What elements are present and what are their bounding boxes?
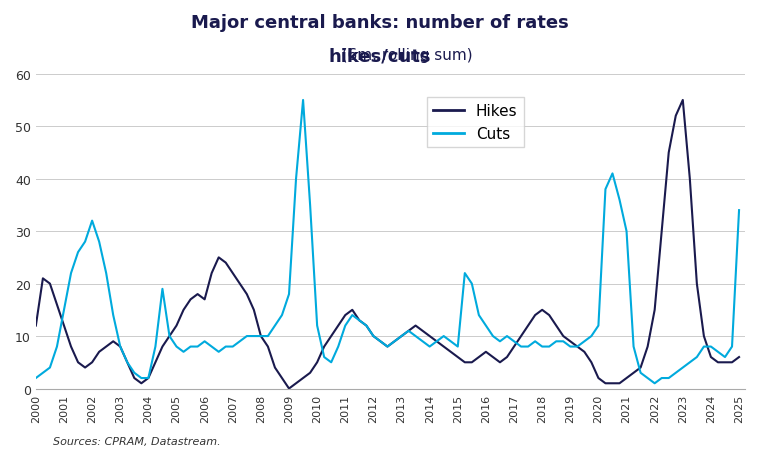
Line: Cuts: Cuts (36, 101, 739, 384)
Hikes (734, 354, 743, 360)
Text: hikes/cuts: hikes/cuts (329, 48, 431, 66)
Hikes (461, 360, 470, 365)
Line: Hikes: Hikes (36, 101, 739, 389)
Cuts (734, 208, 743, 213)
Cuts (530, 339, 540, 344)
Cuts (299, 98, 308, 103)
Cuts (207, 344, 216, 349)
Hikes (362, 323, 371, 329)
Hikes (284, 386, 293, 391)
Hikes (530, 313, 540, 318)
Cuts (81, 239, 90, 245)
Legend: Hikes, Cuts: Hikes, Cuts (427, 98, 524, 147)
Text: Sources: CPRAM, Datastream.: Sources: CPRAM, Datastream. (53, 436, 221, 446)
Hikes (81, 365, 90, 370)
Cuts (362, 323, 371, 329)
Cuts (565, 344, 575, 349)
Text: (6m. rolling sum): (6m. rolling sum) (288, 48, 472, 63)
Hikes (31, 323, 40, 329)
Cuts (31, 375, 40, 381)
Hikes (207, 271, 216, 276)
Cuts (650, 381, 659, 386)
Cuts (461, 271, 470, 276)
Hikes (565, 339, 575, 344)
Hikes (678, 98, 687, 103)
Text: Major central banks: number of rates: Major central banks: number of rates (191, 14, 569, 31)
